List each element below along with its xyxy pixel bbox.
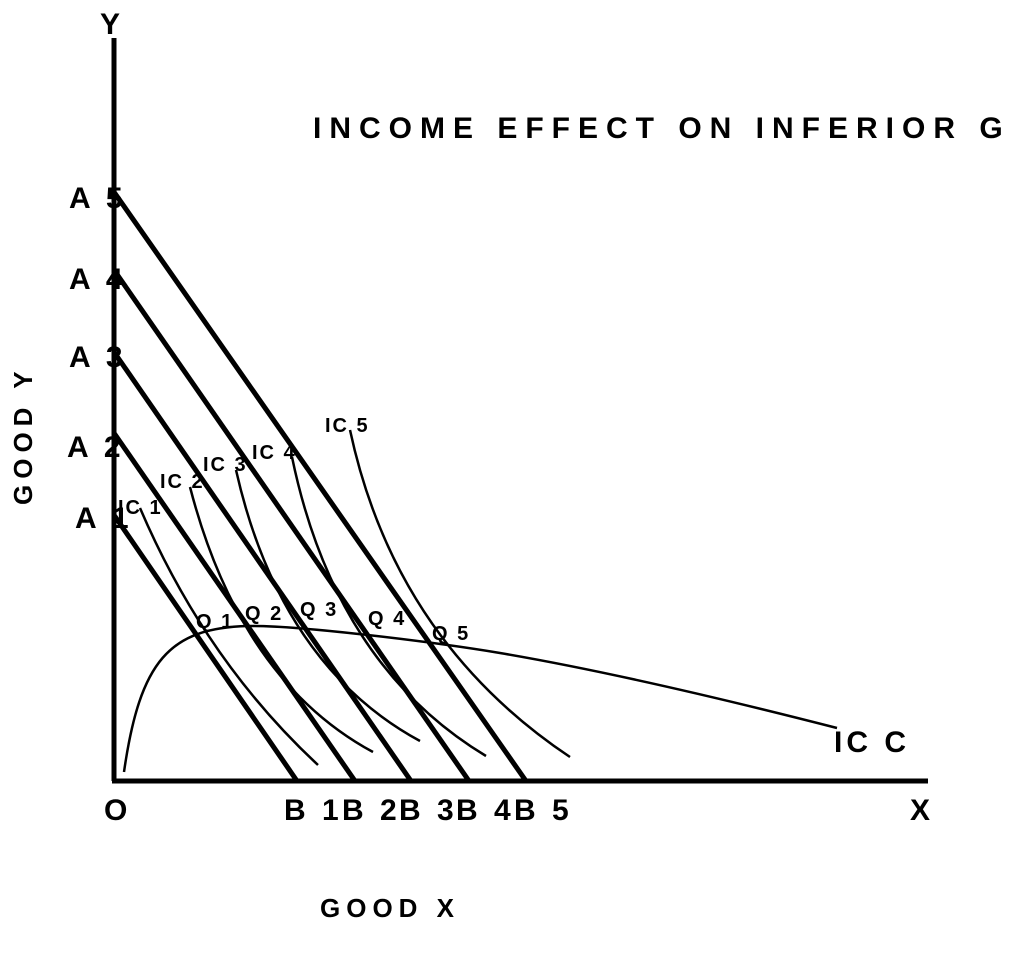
label-a4: A 4: [69, 263, 127, 296]
label-q4: Q 4: [368, 608, 406, 630]
icc-curve: [122, 624, 838, 773]
label-a5: A 5: [69, 182, 127, 215]
diagram-title: INCOME EFFECT ON INFERIOR GOOD-Y: [313, 112, 1010, 145]
x-axis-letter: X: [910, 794, 934, 827]
label-icc: IC C: [834, 726, 910, 759]
label-ic2: IC 2: [160, 471, 205, 493]
label-b4: B 4: [456, 794, 515, 827]
indifference-curves: [138, 429, 571, 766]
label-ic4: IC 4: [252, 442, 297, 464]
label-b3: B 3: [399, 794, 458, 827]
label-b2: B 2: [342, 794, 401, 827]
label-q3: Q 3: [300, 599, 338, 621]
label-q2: Q 2: [245, 603, 283, 625]
budget-line-3: [111, 350, 414, 783]
budget-line-1: [111, 513, 300, 783]
budget-line-5: [111, 190, 529, 783]
origin-label: O: [104, 794, 131, 827]
label-q1: Q 1: [196, 611, 234, 633]
label-ic5: IC 5: [325, 415, 370, 437]
label-q5: Q 5: [432, 623, 470, 645]
label-a2: A 2: [67, 431, 125, 464]
ic-1-curve: [138, 507, 319, 766]
x-axis-title: GOOD X: [320, 893, 460, 923]
ic-3-curve: [234, 469, 421, 743]
y-axis-letter: Y: [100, 8, 124, 41]
ic-5-curve: [348, 429, 571, 759]
ic-2-curve: [188, 486, 374, 754]
label-a3: A 3: [69, 341, 127, 374]
label-ic3: IC 3: [203, 454, 248, 476]
budget-line-4: [111, 268, 472, 783]
label-a1: A 1: [75, 502, 133, 535]
label-ic1: IC 1: [118, 497, 163, 519]
label-b5: B 5: [514, 794, 573, 827]
label-b1: B 1: [284, 794, 343, 827]
ic-4-curve: [290, 456, 487, 758]
y-axis-title: GOOD Y: [8, 365, 38, 505]
